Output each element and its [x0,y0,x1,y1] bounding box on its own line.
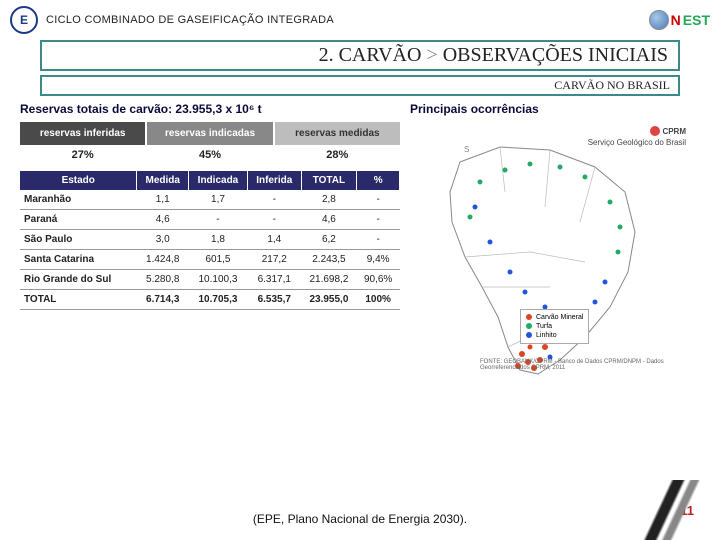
section-title-bar: 2. CARVÃO > OBSERVAÇÕES INICIAIS [40,40,680,71]
logo-right-nest: NEST [649,10,710,30]
table-cell: TOTAL [20,290,137,310]
section-subtitle: OBSERVAÇÕES INICIAIS [443,44,668,66]
left-column: Reservas totais de carvão: 23.955,3 x 10… [20,102,400,392]
cprm-badge: CPRM Serviço Geológico do Brasil [588,126,686,147]
cprm-icon [650,126,660,136]
dot-blue-icon [526,332,532,338]
map-footnote: FONTE: GEOBANK/CPRM - Banco de Dados CPR… [480,359,690,372]
table-cell: - [188,210,247,230]
rt-indicadas: reservas indicadas [147,122,272,145]
logo-left-icon: E [10,6,38,34]
pct-medidas: 28% [275,149,400,161]
table-cell: 23.955,0 [301,290,357,310]
content-area: Reservas totais de carvão: 23.955,3 x 10… [0,102,720,392]
right-column: Principais ocorrências CPRM Serviço Geol… [410,102,700,392]
table-cell: Rio Grande do Sul [20,270,137,290]
rt-inferidas: reservas inferidas [20,122,145,145]
table-row: São Paulo3,01,81,46,2- [20,230,400,250]
table-body: Maranhão1,11,7-2,8-Paraná4,6--4,6-São Pa… [20,190,400,310]
table-cell: 6.317,1 [248,270,302,290]
table-row: Paraná4,6--4,6- [20,210,400,230]
nest-est: EST [683,12,710,28]
table-cell: 21.698,2 [301,270,357,290]
table-cell: 1,4 [248,230,302,250]
dot-green-icon [526,323,532,329]
col-medida: Medida [137,171,188,190]
table-total-row: TOTAL6.714,310.705,36.535,723.955,0100% [20,290,400,310]
map-legend: Carvão Mineral Turfa Linhito [520,309,589,344]
table-cell: 1,8 [188,230,247,250]
svg-text:S: S [464,145,469,154]
legend-carvao: Carvão Mineral [536,313,583,322]
table-cell: 5.280,8 [137,270,188,290]
table-cell: Maranhão [20,190,137,210]
table-cell: 1,7 [188,190,247,210]
section-topic: CARVÃO [339,44,422,66]
pct-inferidas: 27% [20,149,145,161]
reserves-title: Reservas totais de carvão: 23.955,3 x 10… [20,102,400,116]
slide-header: E CICLO COMBINADO DE GASEIFICAÇÃO INTEGR… [0,0,720,36]
section-number: 2. [319,44,334,66]
reserve-type-percents: 27% 45% 28% [20,149,400,161]
table-cell: 3,0 [137,230,188,250]
dot-red-icon [526,314,532,320]
rt-medidas: reservas medidas [275,122,400,145]
cprm-label: CPRM [662,127,686,136]
subheader-bar: CARVÃO NO BRASIL [40,75,680,96]
legend-row: Linhito [526,331,583,340]
col-total: TOTAL [301,171,357,190]
cprm-sub: Serviço Geológico do Brasil [588,138,686,147]
legend-turfa: Turfa [536,322,552,331]
table-cell: 601,5 [188,250,247,270]
pct-indicadas: 45% [147,149,272,161]
table-cell: Paraná [20,210,137,230]
table-cell: 100% [357,290,400,310]
col-inferida: Inferida [248,171,302,190]
col-pct: % [357,171,400,190]
header-left: E CICLO COMBINADO DE GASEIFICAÇÃO INTEGR… [10,6,334,34]
reserves-table: Estado Medida Indicada Inferida TOTAL % … [20,171,400,310]
header-title: CICLO COMBINADO DE GASEIFICAÇÃO INTEGRAD… [46,14,334,26]
legend-linhito: Linhito [536,331,557,340]
table-cell: 6.535,7 [248,290,302,310]
table-cell: 4,6 [137,210,188,230]
legend-row: Turfa [526,322,583,331]
table-cell: 10.100,3 [188,270,247,290]
table-row: Rio Grande do Sul5.280,810.100,36.317,12… [20,270,400,290]
table-cell: 217,2 [248,250,302,270]
table-cell: Santa Catarina [20,250,137,270]
table-cell: - [357,190,400,210]
table-cell: - [248,210,302,230]
table-cell: 6,2 [301,230,357,250]
table-cell: 2.243,5 [301,250,357,270]
nest-n: N [671,12,681,28]
table-cell: 90,6% [357,270,400,290]
table-cell: - [357,210,400,230]
table-head: Estado Medida Indicada Inferida TOTAL % [20,171,400,190]
map-svg: S [410,122,690,392]
section-separator: > [426,44,437,66]
table-cell: 2,8 [301,190,357,210]
table-cell: 9,4% [357,250,400,270]
table-cell: - [357,230,400,250]
table-row: Santa Catarina1.424,8601,5217,22.243,59,… [20,250,400,270]
occurrences-title: Principais ocorrências [410,102,700,116]
table-row: Maranhão1,11,7-2,8- [20,190,400,210]
table-cell: 1.424,8 [137,250,188,270]
corner-accent [600,480,720,540]
col-estado: Estado [20,171,137,190]
table-cell: 4,6 [301,210,357,230]
table-cell: 1,1 [137,190,188,210]
table-cell: 6.714,3 [137,290,188,310]
table-cell: 10.705,3 [188,290,247,310]
reserve-type-boxes: reservas inferidas reservas indicadas re… [20,122,400,145]
globe-icon [649,10,669,30]
col-indicada: Indicada [188,171,247,190]
brazil-map: CPRM Serviço Geológico do Brasil [410,122,690,392]
legend-row: Carvão Mineral [526,313,583,322]
table-cell: - [248,190,302,210]
table-cell: São Paulo [20,230,137,250]
